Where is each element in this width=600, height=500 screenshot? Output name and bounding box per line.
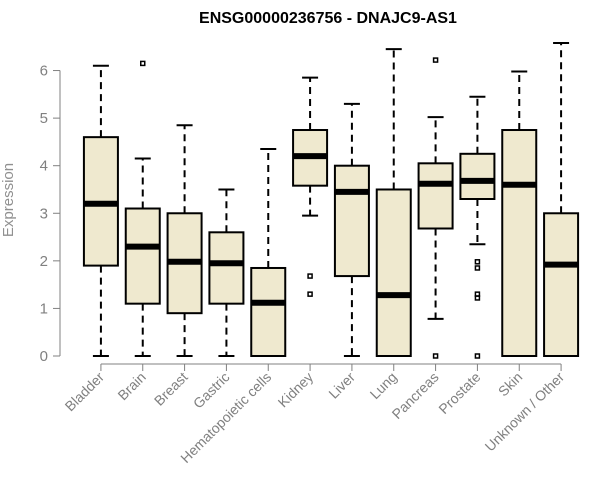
x-tick-label: Kidney [275,369,317,411]
outlier-point [474,259,481,265]
y-tick-label: 2 [40,253,48,270]
x-tick-label: Liver [325,369,358,402]
iqr-box [124,207,161,305]
outlier-point [474,291,481,297]
box-kidney [292,76,329,297]
boxes-group [82,41,580,359]
outlier-point [307,273,313,279]
y-tick-label: 1 [40,300,48,317]
outlier-point [140,60,146,67]
box-liver [333,102,370,357]
box-bladder [82,64,119,357]
x-tick-label: Prostate [435,369,483,417]
iqr-box [417,162,454,230]
x-tick-label: Skin [495,369,526,400]
box-brain [124,60,161,357]
box-skin [501,70,538,357]
x-tick-label: Lung [367,369,400,402]
y-tick-label: 3 [40,205,48,222]
iqr-box [543,212,580,357]
y-tick-label: 5 [40,110,48,127]
box-unknown-other [543,41,580,357]
y-tick-label: 4 [40,158,48,175]
y-tick-label: 0 [40,348,48,365]
iqr-box [375,188,412,357]
box-pancreas [417,57,454,359]
outlier-point [307,291,313,297]
outlier-point [432,57,439,63]
box-gastric [208,188,245,357]
box-lung [375,48,412,357]
outlier-point [474,353,481,359]
iqr-box [250,266,287,358]
iqr-box [333,164,370,278]
x-tick-label: Pancreas [389,369,442,422]
iqr-box [459,152,496,200]
iqr-box [501,129,538,357]
x-tick-label: Breast [151,369,191,409]
x-tick-label: Bladder [62,369,108,415]
box-breast [166,124,203,357]
y-axis-label: Expression [0,163,17,237]
box-prostate [459,95,496,359]
y-axis: 0 1 2 3 4 5 6 [40,63,61,365]
iqr-box [208,231,245,305]
chart-title: ENSG00000236756 - DNAJC9-AS1 [199,10,457,27]
y-tick-label: 6 [40,63,48,80]
x-tick-label: Unknown / Other [482,369,568,455]
outlier-point [432,353,439,359]
x-tick-label: Brain [114,369,148,403]
outlier-point [474,265,481,271]
box-hematopoietic-cells [250,148,287,358]
